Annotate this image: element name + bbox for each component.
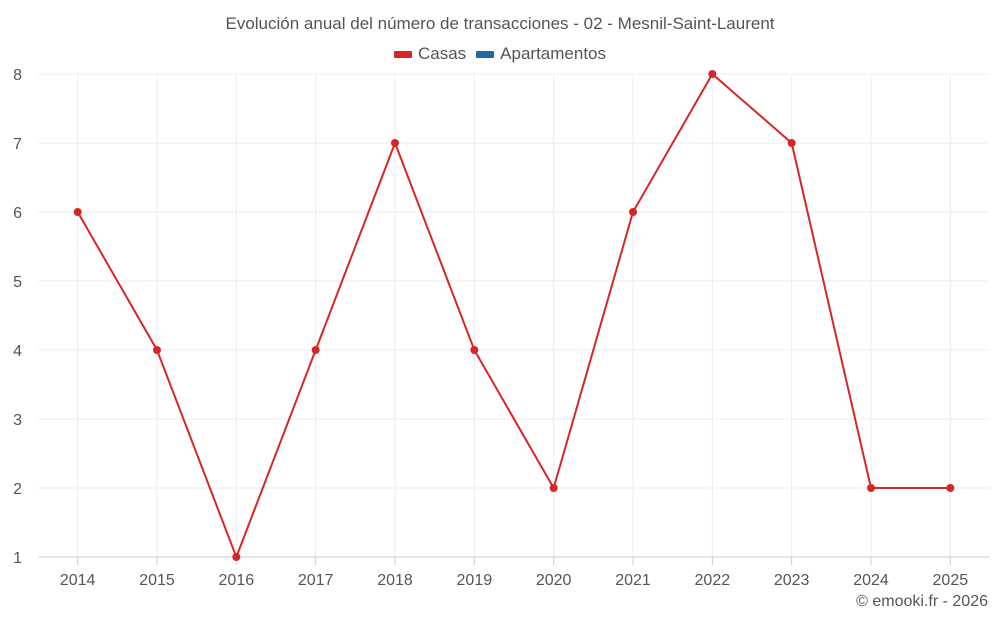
x-tick-label: 2014 [60, 572, 96, 589]
data-point [629, 208, 637, 216]
y-tick-label: 8 [13, 67, 22, 84]
data-point [391, 139, 399, 147]
legend-swatch-apartamentos [476, 50, 495, 58]
legend-item-apartamentos[interactable]: Apartamentos [476, 44, 606, 64]
x-tick-label: 2024 [853, 572, 889, 589]
legend-item-casas[interactable]: Casas [393, 44, 467, 64]
y-tick-label: 3 [13, 412, 22, 429]
y-tick-label: 4 [13, 343, 22, 360]
y-tick-label: 6 [13, 205, 22, 222]
x-tick-label: 2023 [774, 572, 810, 589]
series-casas [73, 70, 955, 561]
data-point [470, 346, 479, 354]
data-point [73, 208, 82, 216]
x-tick-label: 2016 [219, 572, 255, 589]
data-point [708, 70, 717, 78]
y-tick-label: 2 [13, 481, 22, 498]
data-point [549, 484, 558, 492]
x-tick-label: 2021 [615, 572, 651, 589]
data-point [311, 346, 320, 354]
legend-swatch-casas [393, 50, 412, 58]
x-tick-label: 2017 [298, 572, 334, 589]
y-tick-label: 1 [13, 550, 22, 567]
x-tick-label: 2022 [695, 572, 731, 589]
axes: 1 2 3 4 5 6 7 8 2014 2015 2016 2017 2018 2019 2020 2021… [13, 67, 990, 589]
credit-text: © emooki.fr - 2026 [856, 593, 988, 610]
y-tick-label: 5 [13, 274, 22, 291]
data-point [232, 553, 241, 561]
grid-lines [38, 73, 990, 557]
x-tick-label: 2018 [377, 572, 413, 589]
data-point [153, 346, 161, 354]
data-point [867, 484, 875, 492]
y-tick-label: 7 [13, 136, 22, 153]
legend: Casas Apartamentos [0, 44, 1000, 64]
chart-title: Evolución anual del número de transaccio… [225, 14, 775, 33]
legend-label-casas: Casas [417, 44, 467, 63]
x-tick-label: 2025 [933, 572, 969, 589]
data-point [787, 139, 796, 147]
legend-label-apartamentos: Apartamentos [500, 44, 607, 63]
x-tick-label: 2019 [457, 572, 493, 589]
data-point [946, 484, 955, 492]
x-tick-label: 2015 [139, 572, 175, 589]
series-line [76, 73, 951, 558]
x-tick-label: 2020 [536, 572, 572, 589]
